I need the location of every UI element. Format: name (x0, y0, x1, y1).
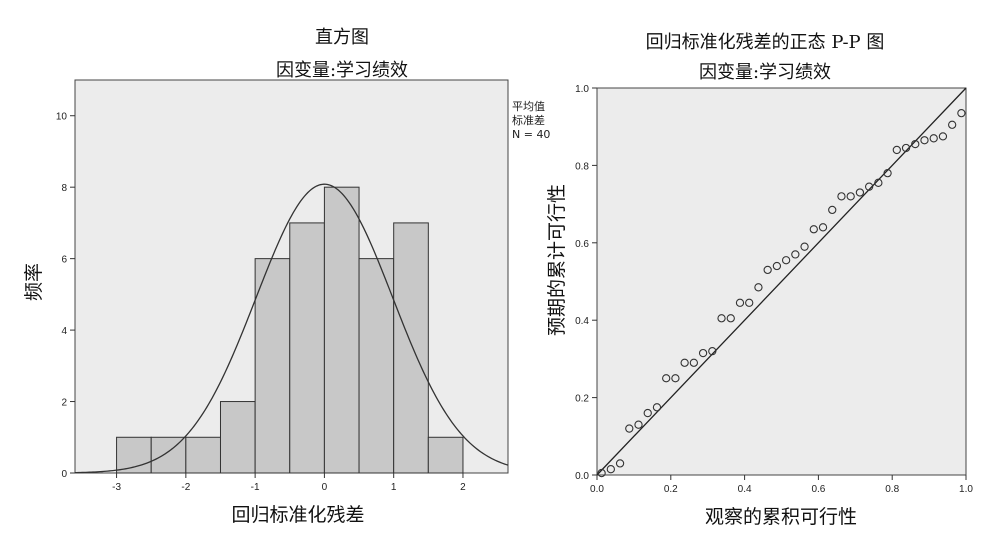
pp-point (754, 283, 763, 292)
pp-plot-chart: 回归标准化残差的正态 P-P 图 因变量:学习绩效 0.0 0.2 0.4 0.6 0.… (546, 32, 973, 528)
pp-point (680, 358, 689, 367)
pp-x-tick-label: 1.0 (959, 484, 973, 495)
legend-n: N = 40 (512, 128, 550, 141)
histogram-bar (358, 258, 395, 474)
pp-y-tick-label: 0.6 (575, 239, 589, 250)
pp-x-axis-label: 观察的累积可行性 (705, 506, 857, 528)
histogram-x-tick-label: -2 (181, 482, 190, 493)
pp-point (634, 420, 643, 429)
pp-x-tick-label: 0.0 (590, 484, 604, 495)
pp-point (901, 143, 911, 153)
histogram-y-tick-label: 2 (61, 398, 67, 409)
pp-point (625, 424, 634, 433)
pp-point (818, 223, 828, 232)
pp-point (597, 468, 606, 478)
pp-point (874, 178, 883, 187)
pp-y-tick-label: 0.8 (575, 161, 589, 172)
pp-point (911, 139, 920, 149)
pp-points (597, 109, 966, 478)
pp-point (745, 298, 754, 307)
pp-point (643, 408, 652, 418)
histogram-x-axis-label: 回归标准化残差 (231, 504, 364, 526)
pp-point (800, 242, 809, 251)
histogram-bar (427, 436, 464, 474)
pp-point (763, 265, 772, 275)
pp-point (717, 314, 726, 323)
histogram-y-axis-label: 频率 (23, 263, 45, 301)
pp-y-tick-label: 1.0 (575, 84, 589, 95)
pp-x-ticks: 0.0 0.2 0.4 0.6 0.8 1.0 (590, 475, 973, 495)
pp-point (662, 374, 671, 383)
pp-x-tick-label: 0.6 (811, 484, 825, 495)
pp-point (689, 358, 699, 367)
histogram-chart: 直方图 因变量:学习绩效 -3 -2 -1 0 1 2 0 2 4 6 8 10 回归标准化残差 频… (23, 27, 550, 526)
pp-point (855, 188, 865, 197)
pp-point (606, 465, 615, 474)
histogram-bar (254, 258, 291, 474)
pp-y-tick-label: 0.0 (575, 471, 589, 482)
histogram-title: 直方图 (315, 27, 369, 48)
histogram-bar (393, 222, 429, 474)
pp-point (809, 225, 818, 234)
histogram-x-tick-label: 0 (322, 482, 328, 493)
histogram-bar (219, 401, 256, 474)
histogram-y-tick-label: 0 (61, 469, 67, 480)
histogram-subtitle: 因变量:学习绩效 (276, 60, 408, 81)
pp-point (708, 347, 717, 356)
pp-point (726, 314, 735, 323)
pp-y-tick-label: 0.2 (575, 394, 589, 405)
pp-y-ticks: 0.0 0.2 0.4 0.6 0.8 1.0 (575, 84, 597, 482)
histogram-bar (185, 436, 221, 474)
pp-plot-title: 回归标准化残差的正态 P-P 图 (646, 32, 885, 53)
histogram-bar (150, 436, 187, 474)
pp-point (828, 205, 837, 215)
histogram-x-tick-label: 2 (460, 482, 466, 493)
pp-plot-subtitle: 因变量:学习绩效 (699, 62, 831, 83)
pp-point (846, 192, 855, 201)
pp-point (671, 374, 680, 383)
normal-curve (74, 183, 509, 474)
pp-x-tick-label: 0.4 (738, 484, 752, 495)
pp-point (938, 132, 948, 141)
pp-point (892, 145, 901, 155)
histogram-x-ticks: -3 -2 -1 0 1 2 (112, 473, 466, 493)
histogram-y-ticks: 0 2 4 6 8 10 (56, 112, 75, 480)
histogram-x-tick-label: 1 (391, 482, 397, 493)
histogram-bar (289, 222, 325, 474)
histogram-bar (323, 186, 360, 474)
pp-point (948, 120, 957, 129)
pp-point (957, 109, 966, 118)
legend-sd: 标准差 (512, 113, 545, 127)
histogram-y-tick-label: 8 (61, 183, 67, 194)
pp-y-axis-label: 预期的累计可行性 (546, 184, 568, 336)
pp-point (920, 136, 929, 145)
pp-point (791, 250, 800, 259)
pp-y-tick-label: 0.4 (575, 316, 589, 327)
legend-mean: 平均值 (512, 100, 545, 113)
histogram-y-tick-label: 4 (61, 326, 67, 337)
pp-point (781, 256, 791, 265)
pp-point (652, 403, 662, 412)
histogram-bars (116, 186, 464, 474)
pp-point (772, 261, 782, 271)
histogram-y-tick-label: 10 (56, 112, 68, 123)
pp-point (929, 134, 938, 143)
pp-point (735, 298, 745, 307)
histogram-x-tick-label: -3 (112, 482, 121, 493)
pp-point (837, 192, 846, 201)
histogram-y-tick-label: 6 (61, 255, 67, 266)
pp-point (698, 348, 708, 358)
pp-point (615, 459, 625, 468)
pp-point (883, 168, 892, 178)
pp-x-tick-label: 0.8 (885, 484, 899, 495)
pp-point (864, 182, 874, 191)
histogram-legend: 平均值 标准差 N = 40 (512, 100, 550, 141)
histogram-x-tick-label: -1 (251, 482, 260, 493)
pp-x-tick-label: 0.2 (664, 484, 678, 495)
